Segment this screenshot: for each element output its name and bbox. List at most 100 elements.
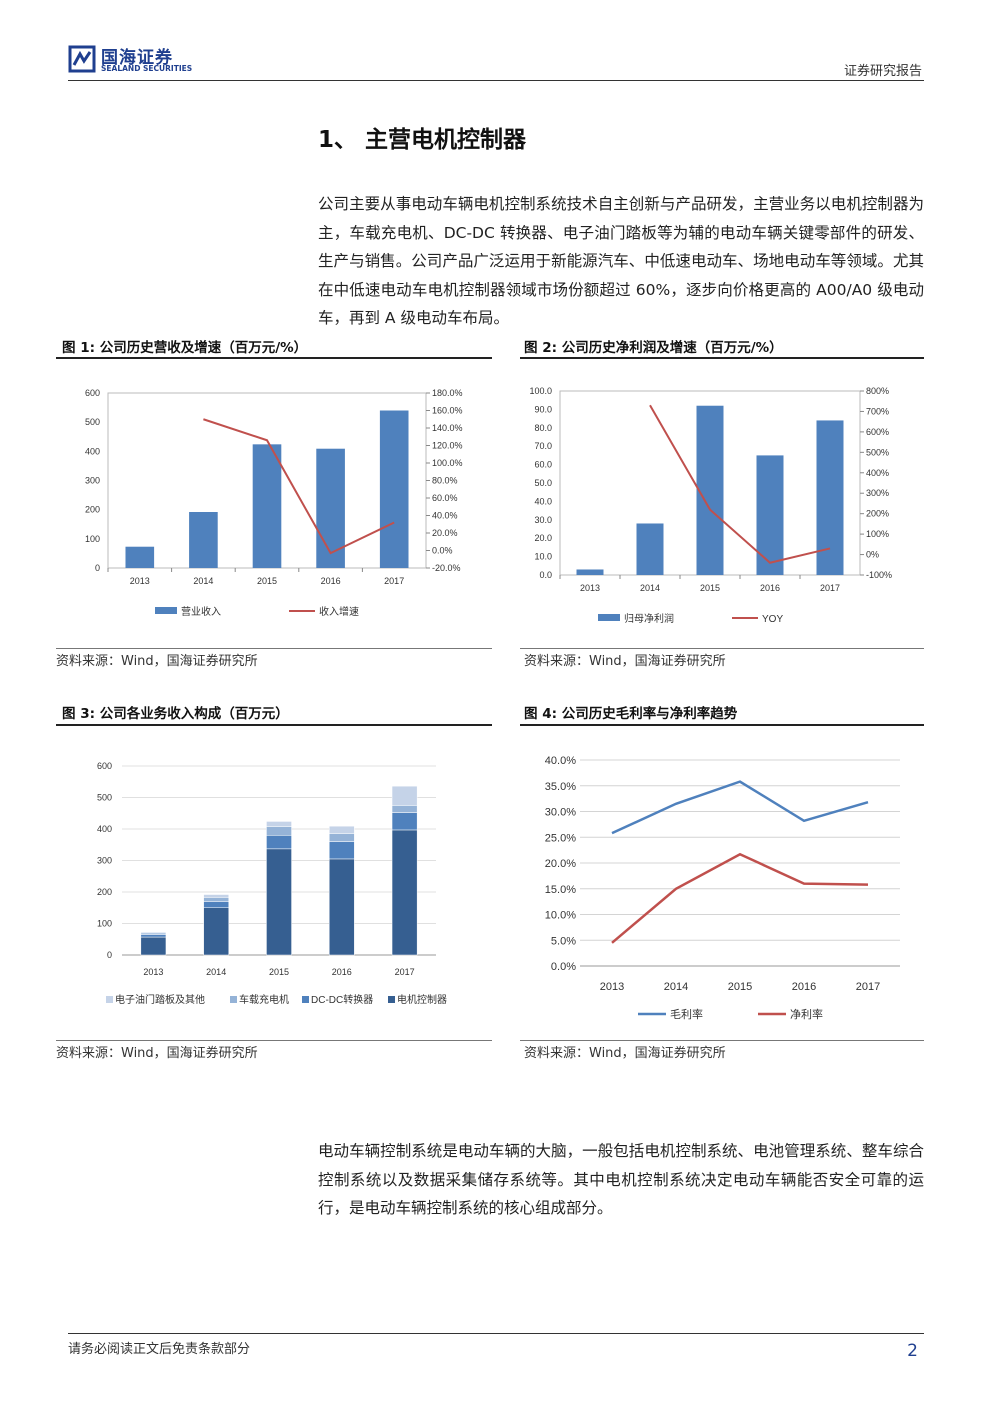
y-tick-label: 20.0 — [534, 533, 552, 543]
y2-tick-label: 0.0% — [432, 546, 453, 556]
figure-3-frame: 0 100 200 300 400 500 600 2013 2014 2015 2016 2017 电… — [56, 724, 492, 1041]
x-tick-label: 2017 — [395, 967, 415, 977]
y-tick-label: 25.0% — [545, 832, 576, 844]
y2-tick-label: 700% — [866, 406, 889, 416]
legend-label: 收入增速 — [319, 605, 359, 618]
y-tick-label: 60.0 — [534, 460, 552, 470]
figure-1-title: 图 1: 公司历史营收及增速（百万元/%） — [62, 340, 308, 356]
bar-营业收入 — [252, 444, 282, 568]
legend-label: 电子油门踏板及其他 — [115, 993, 205, 1006]
y-tick-label: 300 — [97, 856, 112, 866]
y-tick-label: 100 — [97, 919, 112, 929]
y-tick-label: 400 — [85, 446, 100, 456]
logo-english-text: SEALAND SECURITIES — [101, 64, 193, 73]
report-type-label: 证券研究报告 — [843, 64, 922, 79]
x-tick-label: 2014 — [640, 583, 660, 593]
y2-tick-label: 100.0% — [432, 458, 463, 468]
stack-segment-车载充电机 — [203, 897, 230, 902]
x-tick-label: 2014 — [664, 981, 688, 993]
x-tick-label: 2017 — [856, 981, 880, 993]
y-tick-label: 100 — [85, 534, 100, 544]
legend-swatch — [388, 996, 395, 1003]
x-tick-label: 2015 — [257, 576, 277, 586]
y-tick-label: 80.0 — [534, 423, 552, 433]
y-tick-label: 20.0% — [545, 858, 576, 870]
x-tick-label: 2017 — [384, 576, 404, 586]
legend-label: 净利率 — [790, 1007, 823, 1021]
y-tick-label: 90.0 — [534, 404, 552, 414]
legend-label: 归母净利润 — [624, 612, 674, 625]
figure-1-chart: 0 100 200 300 400 500 600 -20.0% 0.0% 20.0% 40.0% 6… — [85, 388, 463, 618]
y-tick-label: 35.0% — [545, 781, 576, 793]
y2-tick-label: 40.0% — [432, 511, 458, 521]
x-tick-label: 2013 — [130, 576, 150, 586]
bar-归母净利润 — [816, 420, 844, 575]
legend-label: 车载充电机 — [239, 993, 289, 1006]
legend-label: YOY — [762, 614, 783, 625]
section-heading: 1、 主营电机控制器 — [318, 127, 527, 153]
y-tick-label: 70.0 — [534, 441, 552, 451]
logo-chinese-text: 国海证券 — [101, 48, 173, 68]
y2-tick-label: 0% — [866, 550, 879, 560]
stack-segment-电子油门踏板及其他 — [391, 785, 418, 806]
legend-label: 毛利率 — [670, 1007, 703, 1021]
line-YOY — [649, 404, 831, 564]
figure-4-title: 图 4: 公司历史毛利率与净利率趋势 — [524, 706, 738, 722]
legend-swatch — [230, 996, 237, 1003]
company-logo: 国海证券 SEALAND SECURITIES — [68, 42, 198, 76]
stack-segment-车载充电机 — [266, 826, 292, 836]
y-tick-label: 10.0% — [545, 910, 576, 922]
figure-4-source: 资料来源：Wind，国海证券研究所 — [524, 1046, 726, 1061]
y2-tick-label: 600% — [866, 427, 889, 437]
y2-tick-label: -100% — [866, 570, 892, 580]
stack-segment-电子油门踏板及其他 — [328, 825, 355, 834]
stack-segment-DC-DC转换器 — [266, 835, 292, 850]
y-tick-label: 100.0 — [529, 386, 552, 396]
y-tick-label: 40.0% — [545, 755, 576, 767]
y2-tick-label: 160.0% — [432, 406, 463, 416]
x-tick-label: 2015 — [269, 967, 289, 977]
y-tick-label: 600 — [85, 388, 100, 398]
bar-营业收入 — [189, 512, 218, 568]
line-净利率 — [611, 852, 869, 944]
stack-segment-电子油门踏板及其他 — [266, 821, 292, 827]
legend-label: DC-DC转换器 — [311, 993, 373, 1006]
stack-segment-DC-DC转换器 — [203, 901, 230, 908]
bar-归母净利润 — [756, 455, 784, 575]
x-tick-label: 2016 — [760, 583, 780, 593]
y-tick-label: 0.0% — [551, 961, 576, 973]
figure-2-title: 图 2: 公司历史净利润及增速（百万元/%） — [524, 340, 783, 356]
legend-swatch — [106, 996, 113, 1003]
y-tick-label: 10.0 — [534, 552, 552, 562]
x-tick-label: 2016 — [321, 576, 341, 586]
y-tick-label: 0 — [95, 563, 100, 573]
stack-segment-车载充电机 — [328, 833, 355, 842]
y2-tick-label: 800% — [866, 386, 889, 396]
intro-paragraph: 公司主要从事电动车辆电机控制系统技术自主创新与产品研发，主营业务以电机控制器为主… — [318, 195, 924, 327]
bar-归母净利润 — [696, 405, 724, 575]
figure-4-frame: 0.0% 5.0% 10.0% 15.0% 20.0% 25.0% 30.0% 35.0% 40… — [520, 724, 924, 1041]
x-tick-label: 2015 — [728, 981, 752, 993]
x-tick-label: 2015 — [700, 583, 720, 593]
figure-3-title: 图 3: 公司各业务收入构成（百万元） — [62, 706, 289, 722]
x-tick-label: 2016 — [332, 967, 352, 977]
figure-1-frame: 0 100 200 300 400 500 600 -20.0% 0.0% 20.0% 40.0% 6… — [56, 357, 492, 649]
stack-segment-电机控制器 — [391, 829, 418, 956]
closing-paragraph: 电动车辆控制系统是电动车辆的大脑，一般包括电机控制系统、电池管理系统、整车综合控… — [318, 1142, 924, 1217]
y-tick-label: 200 — [97, 887, 112, 897]
stack-segment-电子油门踏板及其他 — [203, 894, 230, 898]
x-tick-label: 2013 — [143, 967, 163, 977]
y-tick-label: 0 — [107, 950, 112, 960]
figure-2-source: 资料来源：Wind，国海证券研究所 — [524, 654, 726, 669]
y2-tick-label: 400% — [866, 468, 889, 478]
y2-tick-label: 100% — [866, 529, 889, 539]
figure-1-source: 资料来源：Wind，国海证券研究所 — [56, 654, 258, 669]
x-tick-label: 2017 — [820, 583, 840, 593]
y2-tick-label: 200% — [866, 509, 889, 519]
y2-tick-label: 80.0% — [432, 476, 458, 486]
figure-4-chart: 0.0% 5.0% 10.0% 15.0% 20.0% 25.0% 30.0% 35.0% 40… — [545, 755, 900, 1021]
y-tick-label: 500 — [97, 793, 112, 803]
y-tick-label: 500 — [85, 417, 100, 427]
stack-segment-电子油门踏板及其他 — [140, 931, 167, 934]
y-tick-label: 40.0 — [534, 496, 552, 506]
